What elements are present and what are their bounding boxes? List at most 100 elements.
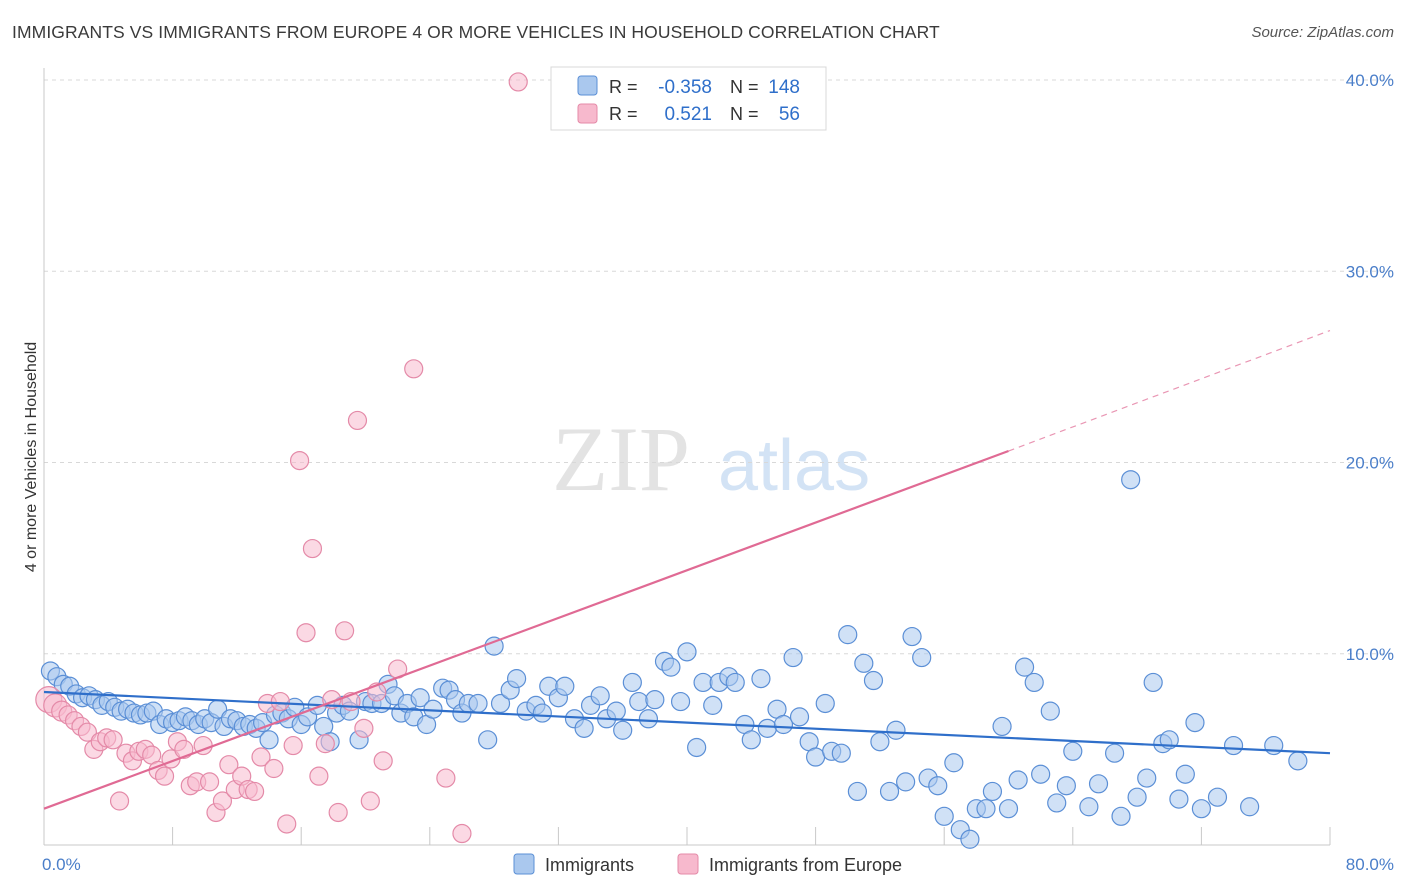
immigrants-point-82 xyxy=(613,720,633,740)
europe-point-37 xyxy=(277,814,297,834)
europe-point-27 xyxy=(212,791,233,811)
immigrants-point-119 xyxy=(912,647,932,668)
immigrants-point-114 xyxy=(870,732,890,752)
immigrants-point-157 xyxy=(1288,751,1308,771)
watermark-zip: ZIP xyxy=(552,408,690,510)
europe-point-41 xyxy=(302,538,323,559)
legend-swatch-pink xyxy=(577,103,598,124)
legend-r-label-2: R = xyxy=(609,104,638,124)
immigrants-point-127 xyxy=(976,799,996,819)
europe-point-52 xyxy=(373,751,393,771)
immigrants-point-79 xyxy=(590,686,610,706)
immigrants-point-81 xyxy=(606,701,626,721)
legend-n-label-1: N = xyxy=(730,77,759,97)
series-immigrants-points xyxy=(40,470,1308,849)
immigrants-point-34 xyxy=(259,730,279,750)
y-tick-label-1: 20.0% xyxy=(1346,454,1394,473)
immigrants-point-100 xyxy=(757,718,777,738)
immigrants-point-111 xyxy=(847,781,867,802)
europe-point-39 xyxy=(289,450,310,471)
europe-point-21 xyxy=(174,739,194,759)
legend-r-label-1: R = xyxy=(609,77,638,97)
y-tick-labels: 10.0% 20.0% 30.0% 40.0% xyxy=(1346,71,1394,664)
immigrants-point-136 xyxy=(1047,793,1067,813)
europe-point-18 xyxy=(154,766,175,786)
immigrants-point-112 xyxy=(854,653,874,673)
immigrants-point-77 xyxy=(574,718,594,738)
immigrants-point-65 xyxy=(478,730,498,750)
watermark-atlas: atlas xyxy=(718,426,870,506)
immigrants-point-140 xyxy=(1088,774,1109,794)
immigrants-point-134 xyxy=(1031,764,1051,784)
immigrants-point-75 xyxy=(555,676,575,696)
europe-point-42 xyxy=(309,766,329,786)
immigrants-point-86 xyxy=(645,690,665,710)
immigrants-point-72 xyxy=(532,703,552,723)
immigrants-point-85 xyxy=(638,709,659,729)
immigrants-point-96 xyxy=(725,672,745,693)
immigrants-point-109 xyxy=(831,743,851,763)
immigrants-point-146 xyxy=(1143,672,1163,693)
immigrants-point-129 xyxy=(992,716,1012,737)
immigrants-point-123 xyxy=(944,753,964,773)
europe-point-33 xyxy=(251,747,271,767)
y-tick-label-3: 40.0% xyxy=(1346,71,1394,90)
europe-point-11 xyxy=(109,791,130,811)
immigrants-point-64 xyxy=(468,693,488,714)
chart-source: Source: ZipAtlas.com xyxy=(1251,24,1394,41)
immigrants-point-104 xyxy=(789,707,810,727)
immigrants-point-121 xyxy=(928,776,948,796)
axes xyxy=(43,68,1331,846)
immigrants-point-117 xyxy=(896,772,916,792)
immigrants-point-106 xyxy=(805,747,826,767)
immigrants-point-138 xyxy=(1063,741,1083,761)
chart-title: IMMIGRANTS VS IMMIGRANTS FROM EUROPE 4 O… xyxy=(12,22,940,42)
europe-point-32 xyxy=(244,781,265,802)
europe-point-10 xyxy=(103,730,123,750)
europe-point-28 xyxy=(219,755,239,775)
trend-line-europe xyxy=(43,449,1009,810)
x-tick-label-1: 80.0% xyxy=(1346,855,1394,874)
immigrants-point-142 xyxy=(1111,806,1131,826)
europe-point-56 xyxy=(452,823,472,844)
immigrants-point-137 xyxy=(1056,776,1076,796)
immigrants-point-144 xyxy=(1127,787,1147,807)
legend-europe-label: Immigrants from Europe xyxy=(709,855,902,875)
immigrants-point-110 xyxy=(838,625,858,645)
immigrants-point-132 xyxy=(1014,657,1035,677)
immigrants-point-150 xyxy=(1175,764,1195,784)
immigrants-point-99 xyxy=(751,669,771,689)
immigrants-point-145 xyxy=(1137,768,1157,788)
immigrants-point-118 xyxy=(902,626,922,647)
immigrants-point-133 xyxy=(1024,672,1044,693)
series-legend: Immigrants Immigrants from Europe xyxy=(513,853,902,875)
immigrants-point-154 xyxy=(1223,735,1244,756)
europe-point-50 xyxy=(360,791,380,811)
immigrants-point-125 xyxy=(960,829,980,849)
immigrants-point-135 xyxy=(1040,701,1060,721)
immigrants-point-153 xyxy=(1207,787,1228,807)
y-axis-label: 4 or more Vehicles in Household xyxy=(23,342,40,572)
immigrants-point-84 xyxy=(629,691,649,712)
immigrants-point-143 xyxy=(1121,470,1141,490)
europe-point-45 xyxy=(328,802,348,823)
immigrants-point-67 xyxy=(490,693,511,714)
europe-point-55 xyxy=(436,768,456,788)
trend-line-europe-extension xyxy=(1008,329,1331,452)
x-tick-label-0: 0.0% xyxy=(42,855,81,874)
immigrants-point-91 xyxy=(687,737,707,758)
immigrants-point-122 xyxy=(934,806,954,826)
legend-n-label-2: N = xyxy=(730,104,759,124)
immigrants-point-93 xyxy=(703,695,723,715)
immigrants-point-98 xyxy=(741,730,761,750)
immigrants-point-69 xyxy=(507,669,527,689)
europe-point-48 xyxy=(347,410,368,431)
x-tick-labels: 0.0% 80.0% xyxy=(42,855,1394,874)
europe-point-43 xyxy=(315,734,335,754)
legend-r-value-1: -0.358 xyxy=(658,77,712,98)
europe-point-46 xyxy=(335,621,355,641)
immigrants-point-115 xyxy=(879,781,900,802)
stats-legend: R = -0.358 N = 148 R = 0.521 N = 56 xyxy=(550,66,827,131)
legend-n-value-1: 148 xyxy=(768,77,800,98)
immigrants-point-155 xyxy=(1240,797,1260,817)
